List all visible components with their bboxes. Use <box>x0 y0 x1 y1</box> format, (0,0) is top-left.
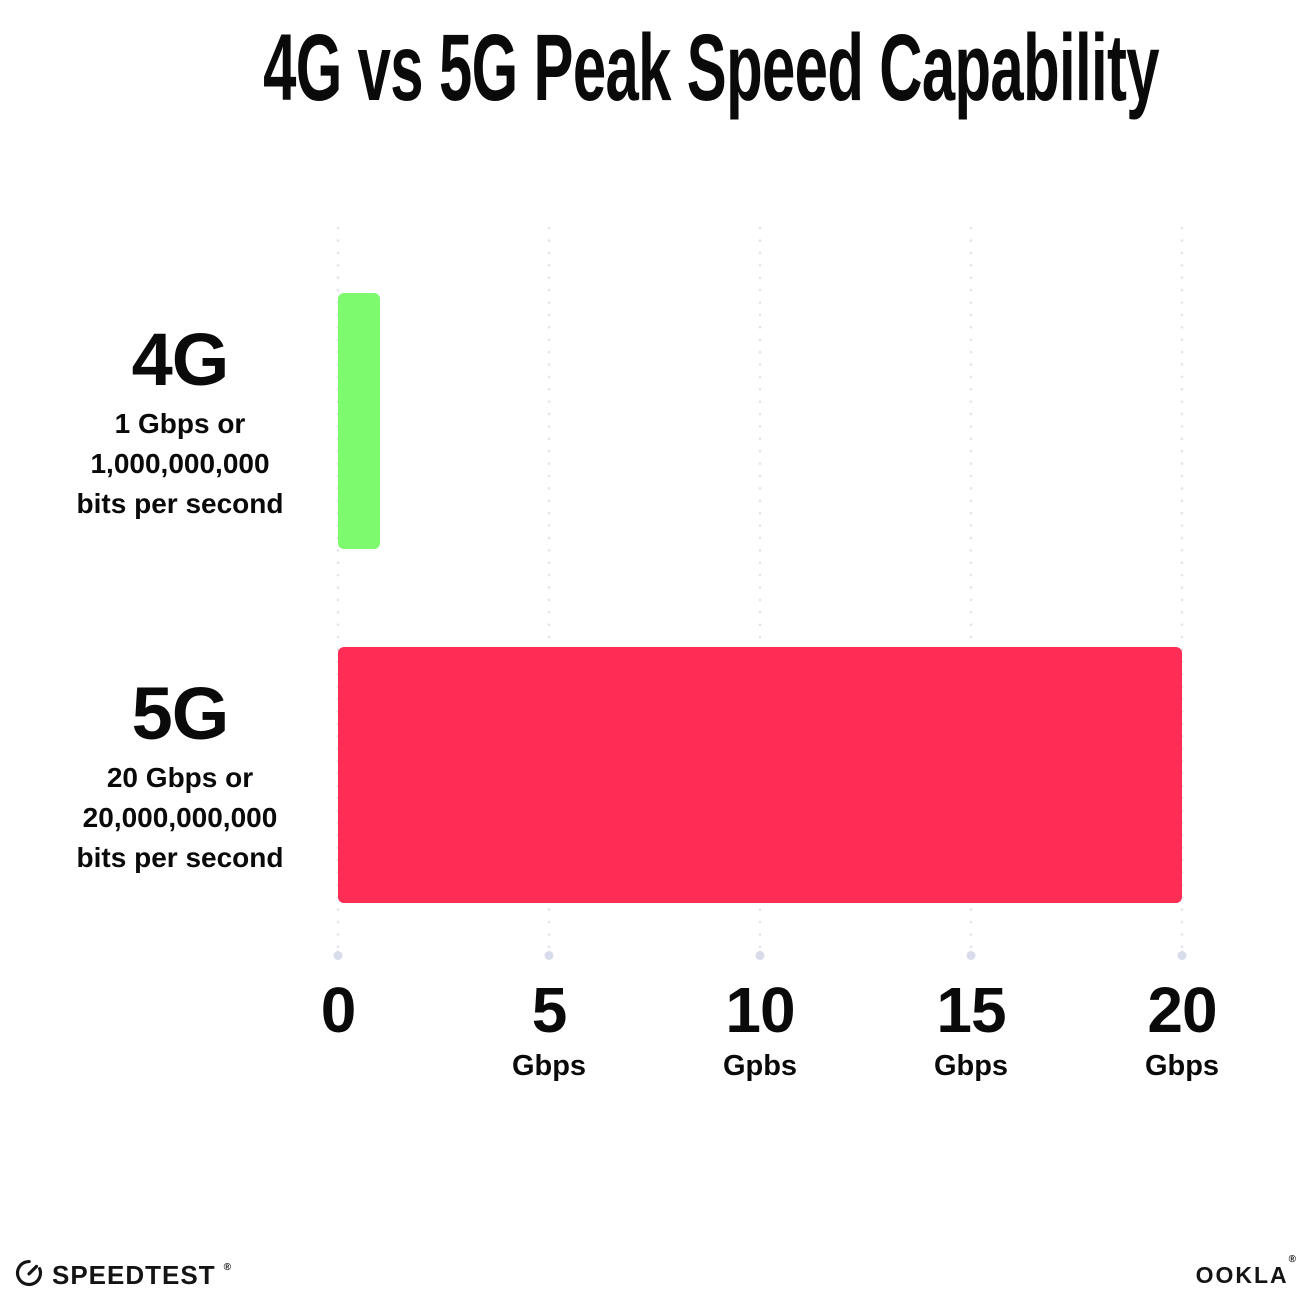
x-tick-5-unit: Gbps <box>511 1050 587 1082</box>
gridline-10 <box>758 222 762 948</box>
x-tick-10: 10 Gpbs <box>650 978 870 1081</box>
category-name-5g: 5G <box>131 672 230 755</box>
speedtest-wordmark: SPEEDTEST <box>52 1260 216 1290</box>
category-sublabel-5g-line3: bits per second <box>76 842 284 873</box>
x-tick-20: 20 Gbps <box>1072 978 1292 1081</box>
speedtest-gauge-icon <box>14 1258 44 1293</box>
x-tick-0-number: 0 <box>320 974 357 1046</box>
category-sublabel-4g-line2: 1,000,000,000 <box>90 448 270 479</box>
x-tick-15-unit: Gbps <box>933 1050 1009 1082</box>
category-label-4g: 4G 1 Gbps or 1,000,000,000 bits per seco… <box>38 318 322 522</box>
plot-area <box>336 222 1184 948</box>
page-title: 4G vs 5G Peak Speed Capability <box>263 15 1160 121</box>
category-sublabel-5g-line2: 20,000,000,000 <box>82 802 278 833</box>
x-tick-5-number: 5 <box>531 974 568 1046</box>
x-tick-20-unit: Gbps <box>1144 1050 1220 1082</box>
category-name-4g: 4G <box>131 318 230 401</box>
bar-4g <box>338 293 381 549</box>
gridline-15 <box>969 222 973 948</box>
x-tick-5: 5 Gbps <box>439 978 659 1081</box>
bar-5g <box>338 647 1182 903</box>
category-label-5g: 5G 20 Gbps or 20,000,000,000 bits per se… <box>38 672 322 876</box>
chart-title-row: 4G vs 5G Peak Speed Capability <box>0 14 1308 123</box>
x-tick-10-unit: Gpbs <box>722 1050 798 1082</box>
category-sublabel-4g-line1: 1 Gbps or <box>114 408 246 439</box>
x-tick-10-number: 10 <box>725 974 795 1046</box>
gridline-20 <box>1180 222 1184 948</box>
x-tick-20-number: 20 <box>1147 974 1217 1046</box>
x-tick-0: 0 <box>228 978 448 1051</box>
x-tick-15: 15 Gbps <box>861 978 1081 1081</box>
gridline-5 <box>547 222 551 948</box>
speedtest-logo: SPEEDTEST ® <box>14 1258 231 1293</box>
category-sublabel-4g-line3: bits per second <box>76 488 284 519</box>
speedtest-registered-mark: ® <box>223 1262 231 1273</box>
ookla-registered-mark: ® <box>1288 1254 1296 1265</box>
gridline-0 <box>336 222 340 948</box>
x-tick-15-number: 15 <box>936 974 1006 1046</box>
ookla-wordmark: OOKLA <box>1195 1262 1289 1288</box>
category-sublabel-5g-line1: 20 Gbps or <box>106 762 254 793</box>
x-axis: 0 5 Gbps 10 Gpbs 15 Gbps 20 Gbps <box>0 978 1308 1098</box>
ookla-logo: OOKLA ® <box>1195 1254 1296 1289</box>
